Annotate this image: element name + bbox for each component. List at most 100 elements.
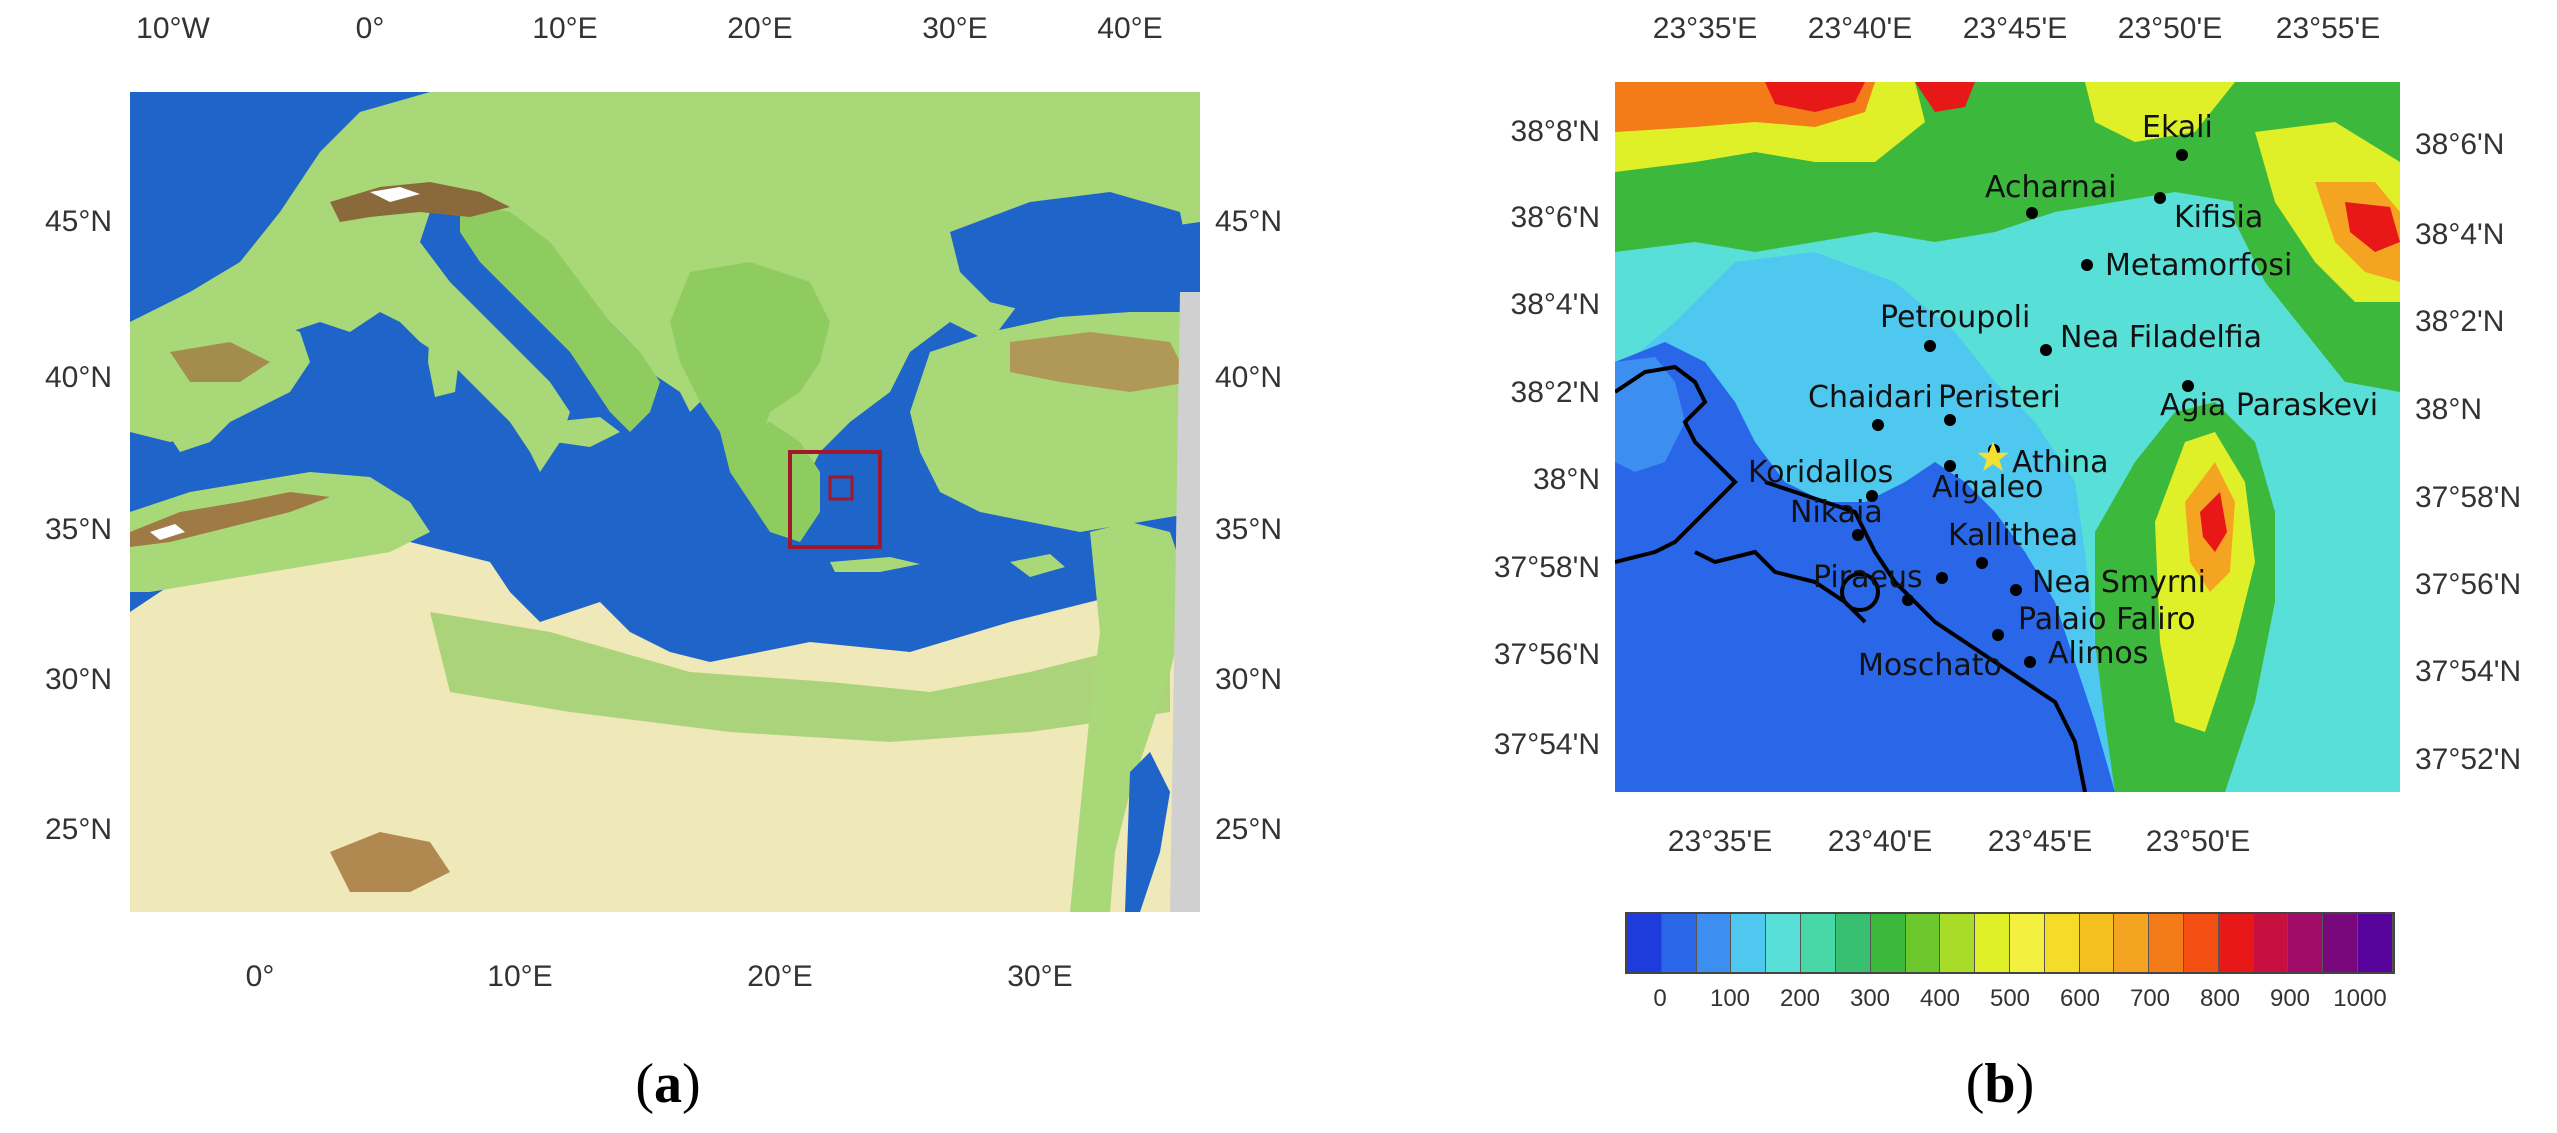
place-marker (2010, 584, 2022, 596)
place-marker (2081, 259, 2093, 271)
africa-green-belt (430, 612, 1170, 742)
a-top-tick: 40°E (1097, 12, 1163, 45)
b-right-tick: 37°56'N (2415, 568, 2522, 601)
colorbar-swatch (1696, 914, 1732, 972)
b-bottom-tick: 23°35'E (1667, 825, 1773, 858)
place-label: Palaio Faliro (2018, 602, 2196, 637)
b-top-tick: 23°40'E (1807, 12, 1913, 45)
colorbar-swatch (1731, 914, 1767, 972)
colorbar-swatch (1975, 914, 2010, 972)
place-label: Alimos (2048, 636, 2149, 671)
place-label: Peristeri (1938, 380, 2061, 415)
place-label: Ekali (2142, 110, 2213, 145)
sahara-mountains (330, 832, 450, 892)
levant-land (1070, 522, 1190, 912)
place-label: Piraeus (1813, 560, 1923, 595)
sardinia-land (428, 317, 460, 397)
place-marker (2182, 380, 2194, 392)
parnitha-red (1915, 82, 1975, 112)
colorbar-label: 900 (2269, 985, 2311, 1012)
outside-domain (1170, 292, 1200, 912)
a-left-tick: 35°N (44, 513, 112, 546)
a-bottom-tick: 30°E (1007, 960, 1073, 993)
place-label: Kallithea (1948, 518, 2079, 553)
italy-land (460, 202, 660, 432)
atlas-snow (150, 524, 185, 540)
a-right-tick: 45°N (1215, 205, 1283, 238)
b-left-tick: 38°4'N (1510, 288, 1600, 321)
anatolia-mountains (1010, 332, 1190, 392)
place-marker (1944, 414, 1956, 426)
a-top-tick: 20°E (727, 12, 793, 45)
b-left-tick: 38°8'N (1510, 115, 1600, 148)
place-label: Athina (2012, 445, 2109, 480)
b-left-tick: 38°2'N (1510, 376, 1600, 409)
colorbar-swatch (2114, 914, 2150, 972)
place-marker (2024, 656, 2036, 668)
b-bottom-tick: 23°50'E (2145, 825, 2251, 858)
place-marker (2176, 149, 2188, 161)
colorbar-swatch (2044, 914, 2080, 972)
b-right-tick: 37°54'N (2415, 655, 2522, 688)
b-right-tick: 37°58'N (2415, 481, 2522, 514)
places-layer: Ekali Acharnai Kifisia Metamorfosi Petroupol… (1280, 0, 2557, 1133)
athina-star-marker (1977, 441, 2009, 472)
panel-b-map: 23°35'E 23°40'E 23°45'E 23°50'E 23°55'E 23°3… (1280, 0, 2557, 1133)
sicily-land (550, 417, 620, 447)
place-label: Kifisia (2174, 200, 2264, 235)
place-label: Nikaia (1790, 495, 1883, 530)
penteli-red (2345, 202, 2400, 252)
place-marker (2026, 207, 2038, 219)
colorbar-label: 800 (2199, 985, 2241, 1012)
balkan-land (670, 262, 830, 492)
place-label: Nea Filadelfia (2060, 320, 2263, 355)
a-bottom-tick: 0° (245, 960, 275, 993)
b-bottom-tick: 23°45'E (1987, 825, 2093, 858)
north-ridge-red (1765, 82, 1865, 112)
a-right-tick: 30°N (1215, 663, 1283, 696)
panel-a-map: 10°W 0° 10°E 20°E 30°E 40°E 0° 10°E 20°E 30°E 45… (44, 12, 1283, 1115)
colorbar-swatch (1801, 914, 1836, 972)
place-label: Moschato (1858, 648, 2002, 683)
colorbar-label: 1000 (2333, 985, 2387, 1012)
b-right-tick: 38°2'N (2415, 305, 2505, 338)
panel-a-label: (a) (635, 1053, 701, 1115)
colorbar-swatch (1905, 914, 1941, 972)
colorbar-label: 200 (1779, 985, 1821, 1012)
colorbar-label: 100 (1709, 985, 1751, 1012)
domain-box-outer (788, 450, 882, 549)
place-label: Chaidari (1808, 380, 1933, 415)
colorbar-label: 500 (1989, 985, 2031, 1012)
a-top-tick: 30°E (922, 12, 988, 45)
a-left-tick: 45°N (44, 205, 112, 238)
b-left-tick: 37°56'N (1493, 638, 1600, 671)
place-marker (1872, 419, 1884, 431)
place-marker (1936, 572, 1948, 584)
b-top-tick: 23°35'E (1652, 12, 1758, 45)
colorbar-swatch (1940, 914, 1976, 972)
colorbar-swatch (1835, 914, 1871, 972)
colorbar-swatch (2218, 914, 2254, 972)
a-left-tick: 30°N (44, 663, 112, 696)
colorbar-swatch (2079, 914, 2115, 972)
colorbar-label: 700 (2129, 985, 2171, 1012)
elevation-colorbar (1625, 912, 2395, 974)
place-marker (1866, 490, 1878, 502)
colorbar-swatch (2009, 914, 2045, 972)
place-marker (2040, 344, 2052, 356)
b-right-tick: 37°52'N (2415, 743, 2522, 776)
alps-snow (370, 187, 420, 202)
panel-b-label: (b) (1965, 1053, 2035, 1115)
domain-box-inner (828, 475, 854, 501)
colorbar-swatch (1766, 914, 1802, 972)
a-right-tick: 25°N (1215, 813, 1283, 846)
coastal-sea (1615, 342, 2115, 792)
a-top-tick: 10°W (136, 12, 210, 45)
cyprus-land (1010, 554, 1065, 577)
colorbar-swatch (2253, 914, 2289, 972)
africa-coastal-green (130, 472, 430, 592)
a-top-tick: 0° (355, 12, 385, 45)
b-left-tick: 38°N (1532, 463, 1600, 496)
place-label: Metamorfosi (2105, 248, 2293, 283)
b-top-tick: 23°45'E (1962, 12, 2068, 45)
